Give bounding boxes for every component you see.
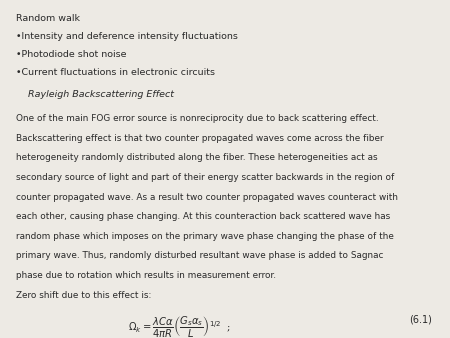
Text: Zero shift due to this effect is:: Zero shift due to this effect is: <box>16 291 151 300</box>
Text: phase due to rotation which results in measurement error.: phase due to rotation which results in m… <box>16 271 276 280</box>
Text: counter propagated wave. As a result two counter propagated waves counteract wit: counter propagated wave. As a result two… <box>16 193 398 202</box>
Text: Backscattering effect is that two counter propagated waves come across the fiber: Backscattering effect is that two counte… <box>16 134 383 143</box>
Text: (6.1): (6.1) <box>409 314 432 324</box>
Text: each other, causing phase changing. At this counteraction back scattered wave ha: each other, causing phase changing. At t… <box>16 212 390 221</box>
Text: One of the main FOG error source is nonreciprocity due to back scattering effect: One of the main FOG error source is nonr… <box>16 114 378 123</box>
Text: secondary source of light and part of their energy scatter backwards in the regi: secondary source of light and part of th… <box>16 173 394 182</box>
Text: primary wave. Thus, randomly disturbed resultant wave phase is added to Sagnac: primary wave. Thus, randomly disturbed r… <box>16 251 383 261</box>
Text: •Current fluctuations in electronic circuits: •Current fluctuations in electronic circ… <box>16 68 215 77</box>
Text: heterogeneity randomly distributed along the fiber. These heterogeneities act as: heterogeneity randomly distributed along… <box>16 153 378 163</box>
Text: •Intensity and deference intensity fluctuations: •Intensity and deference intensity fluct… <box>16 32 238 41</box>
Text: •Photodiode shot noise: •Photodiode shot noise <box>16 50 126 59</box>
Text: Rayleigh Backscattering Effect: Rayleigh Backscattering Effect <box>16 90 174 99</box>
Text: $\Omega_k = \dfrac{\lambda C\alpha}{4\pi R}\left(\dfrac{G_s\alpha_s}{L}\right)^{: $\Omega_k = \dfrac{\lambda C\alpha}{4\pi… <box>128 314 232 338</box>
Text: Random walk: Random walk <box>16 14 80 23</box>
Text: random phase which imposes on the primary wave phase changing the phase of the: random phase which imposes on the primar… <box>16 232 394 241</box>
